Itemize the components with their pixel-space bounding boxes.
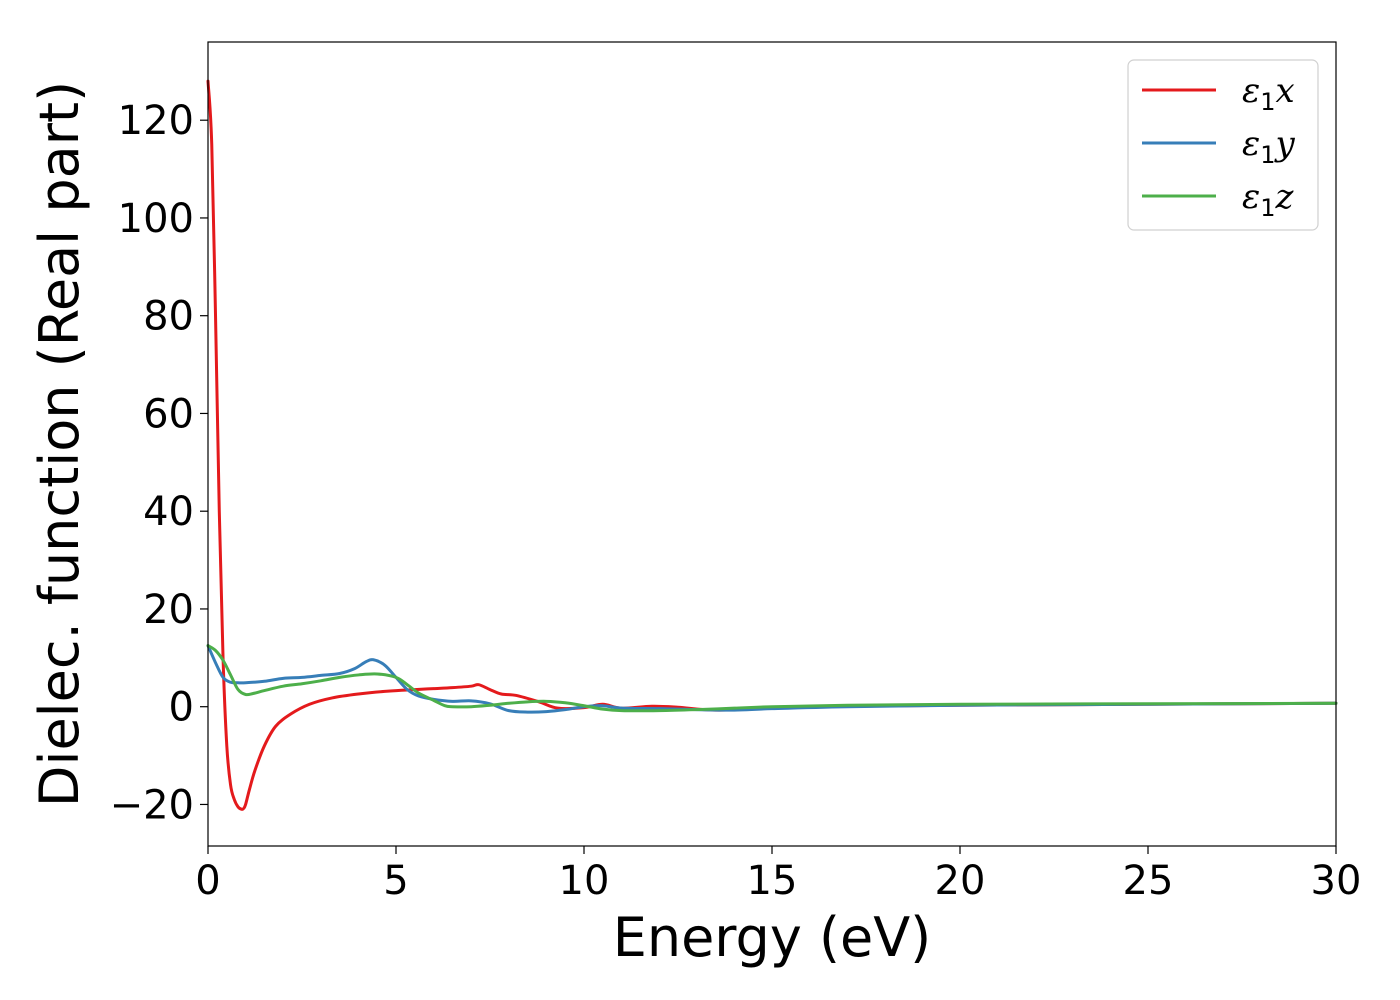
x-tick-label: 25 [1123, 858, 1174, 904]
y-tick-label: 60 [143, 391, 194, 437]
legend-items: ε1x ε1y ε1z [1142, 71, 1296, 222]
legend: ε1x ε1y ε1z [1127, 59, 1319, 231]
series-line-z [206, 644, 1338, 713]
y-tick-label: 20 [143, 587, 194, 633]
x-tick-label: 10 [559, 858, 610, 904]
x-tick-label: 15 [747, 858, 798, 904]
x-tick-label: 30 [1311, 858, 1362, 904]
y-axis-label: Dielec. function (Real part) [28, 81, 91, 807]
x-axis-ticks: 0 5 10 15 20 25 30 [195, 846, 1361, 904]
y-tick-label: 80 [143, 294, 194, 340]
x-tick-label: 5 [383, 858, 408, 904]
y-tick-label: 100 [118, 196, 194, 242]
x-tick-label: 20 [935, 858, 986, 904]
plot-frame [207, 41, 1337, 847]
x-axis-label: Energy (eV) [613, 906, 932, 969]
series-line-y [206, 644, 1338, 714]
y-tick-label: −20 [110, 782, 194, 828]
legend-box [1127, 59, 1319, 231]
y-axis-ticks: −20 0 20 40 60 80 100 120 [110, 98, 208, 828]
y-tick-label: 0 [169, 685, 194, 731]
series-line-x [206, 79, 1338, 811]
legend-label-z: ε1z [1242, 177, 1295, 222]
y-tick-label: 120 [118, 98, 194, 144]
y-tick-label: 40 [143, 489, 194, 535]
legend-label-y: ε1y [1242, 124, 1296, 169]
legend-label-x: ε1x [1242, 71, 1295, 116]
x-tick-label: 0 [195, 858, 220, 904]
plot-series [206, 79, 1338, 811]
